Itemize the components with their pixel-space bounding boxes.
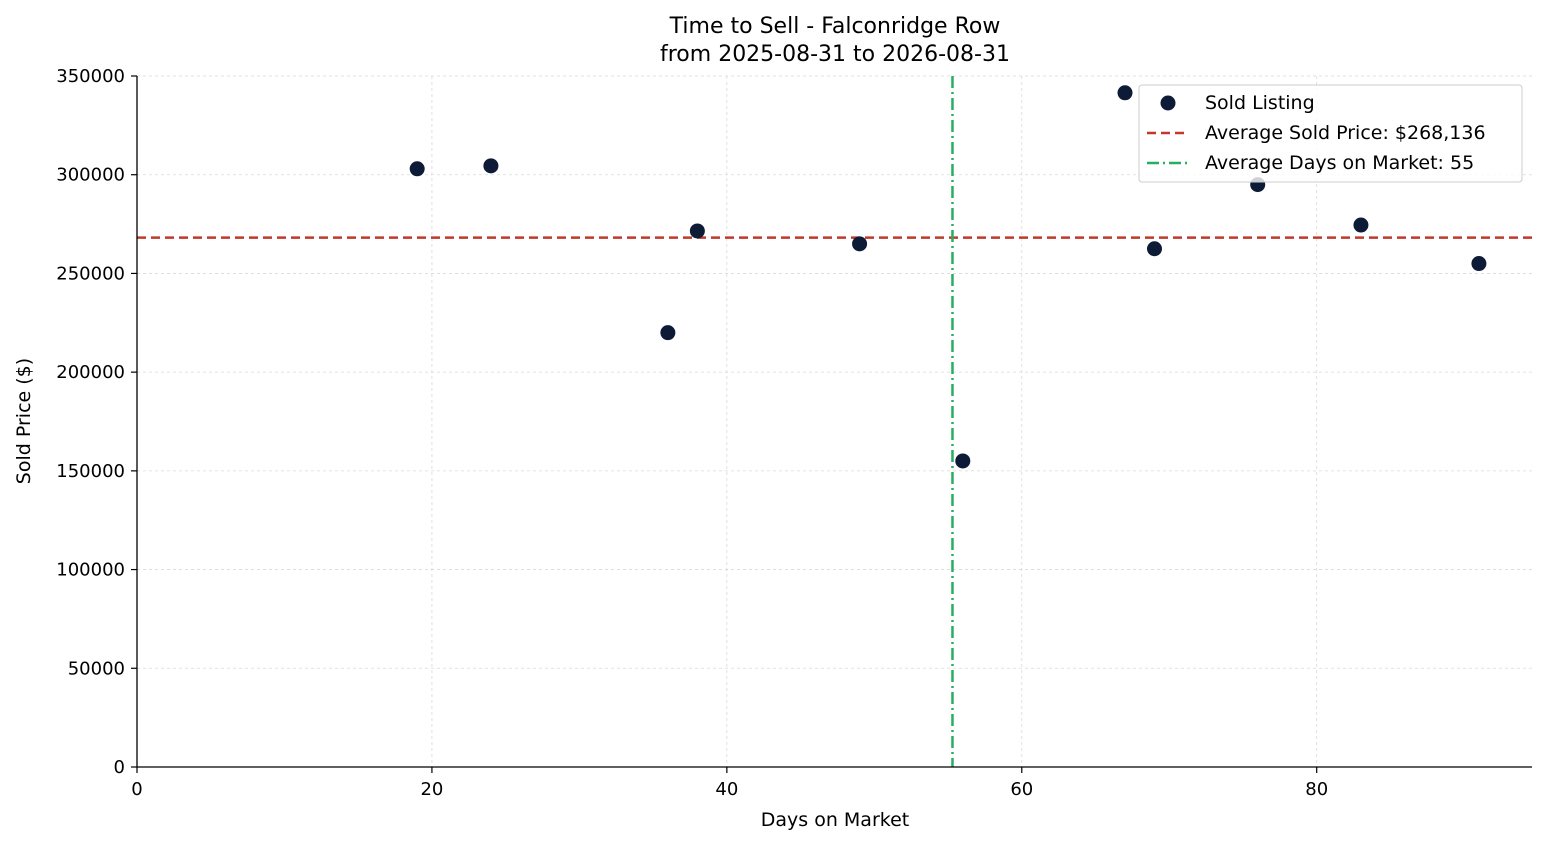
data-points <box>409 85 1487 469</box>
chart-subtitle: from 2025-08-31 to 2026-08-31 <box>660 42 1010 67</box>
legend-label-average-days: Average Days on Market: 55 <box>1205 152 1474 174</box>
data-point <box>483 158 499 174</box>
legend: Sold Listing Average Sold Price: $268,13… <box>1138 84 1523 183</box>
grid <box>137 75 1532 767</box>
y-tick-label: 300000 <box>56 165 125 186</box>
data-point <box>1146 241 1162 257</box>
y-tick-label: 100000 <box>56 560 125 581</box>
y-tick-label: 350000 <box>56 66 125 87</box>
chart-title: Time to Sell - Falconridge Row <box>669 14 1001 39</box>
legend-marker-sold-listing <box>1160 95 1176 111</box>
legend-frame <box>1138 84 1523 183</box>
x-axis-label: Days on Market <box>761 809 909 831</box>
x-tick-label: 40 <box>715 779 738 800</box>
y-tick-label: 200000 <box>56 362 125 383</box>
data-point <box>689 223 705 239</box>
legend-label-average-price: Average Sold Price: $268,136 <box>1205 122 1486 144</box>
y-tick-label: 0 <box>114 757 125 778</box>
axes <box>136 76 1532 768</box>
x-tick-label: 60 <box>1010 779 1033 800</box>
data-point <box>955 453 971 469</box>
data-point <box>1353 217 1369 233</box>
data-point <box>1471 256 1487 272</box>
y-tick-label: 50000 <box>68 658 125 679</box>
y-tick-label: 250000 <box>56 263 125 284</box>
data-point <box>660 325 676 341</box>
data-point <box>409 161 425 177</box>
x-tick-label: 80 <box>1305 779 1328 800</box>
reference-lines <box>137 76 1532 767</box>
x-tick-label: 20 <box>420 779 443 800</box>
y-tick-label: 150000 <box>56 461 125 482</box>
tick-labels: 0 20 40 60 80 0 50000 100000 150000 200000 250000 3… <box>56 66 1328 800</box>
x-tick-label: 0 <box>131 779 142 800</box>
y-axis-label: Sold Price ($) <box>13 358 35 484</box>
data-point <box>1117 85 1133 101</box>
legend-label-sold-listing: Sold Listing <box>1205 92 1315 114</box>
data-point <box>852 236 868 252</box>
